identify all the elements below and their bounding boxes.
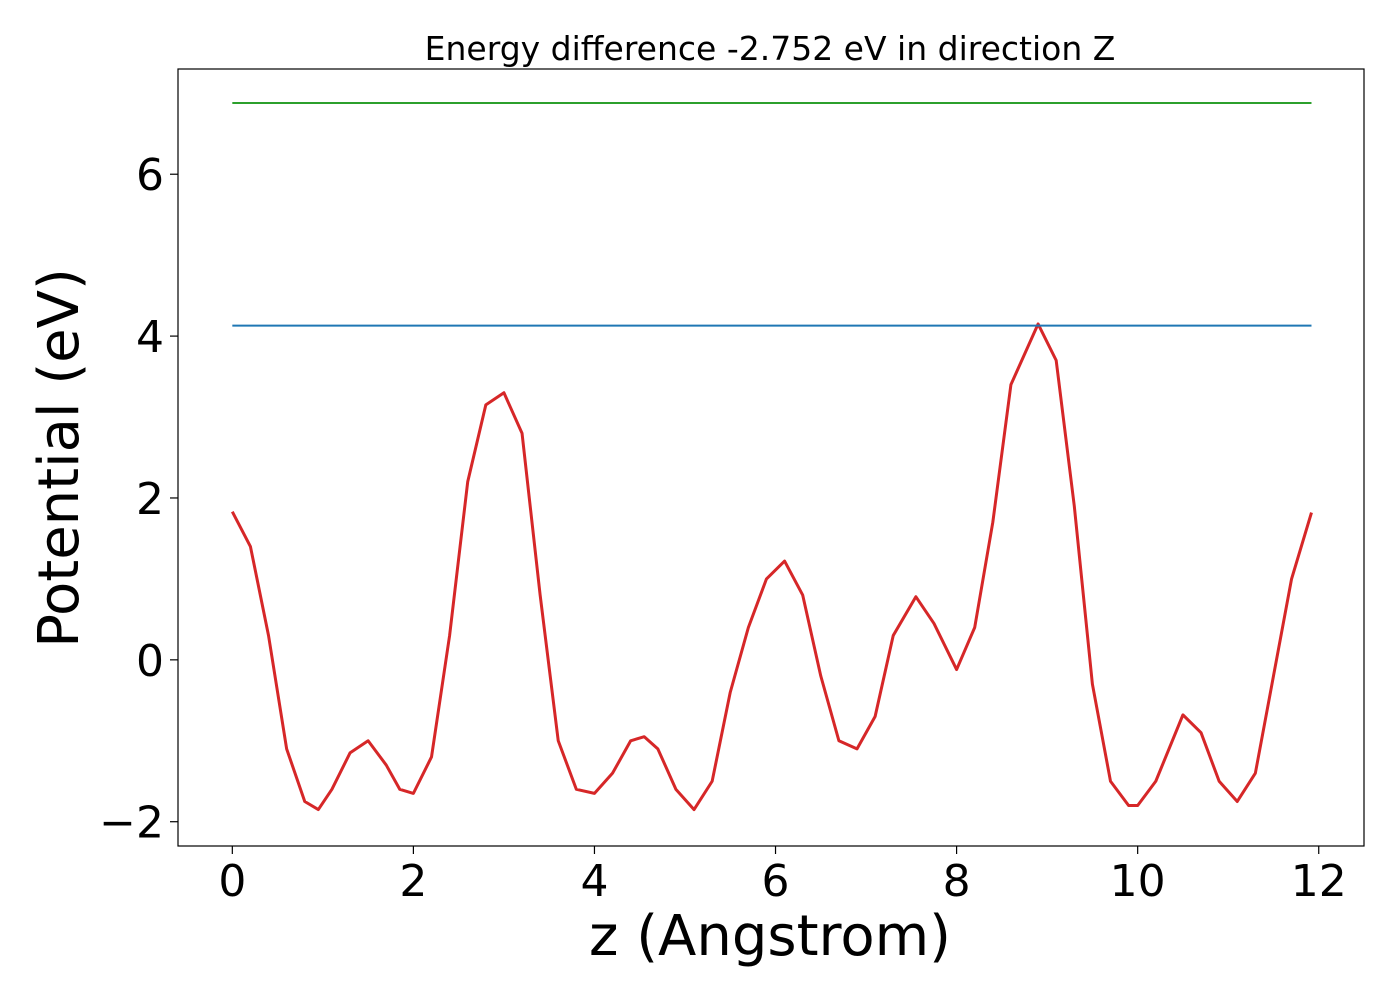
y-axis-ticks: −2 0 2 4 6 <box>99 150 178 849</box>
y-tick-label: 0 <box>136 636 164 687</box>
x-tick-label: 12 <box>1291 856 1347 907</box>
chart-title: Energy difference -2.752 eV in direction… <box>425 29 1116 68</box>
x-tick-label: 2 <box>399 856 427 907</box>
x-tick-label: 4 <box>580 856 608 907</box>
x-axis-label: z (Angstrom) <box>589 904 951 969</box>
x-tick-label: 0 <box>218 856 246 907</box>
y-axis-label: Potential (eV) <box>27 268 92 648</box>
x-tick-label: 10 <box>1110 856 1166 907</box>
series-layer <box>230 101 1313 812</box>
y-tick-label: 2 <box>136 474 164 525</box>
y-tick-label: 4 <box>136 312 164 363</box>
series-line-0 <box>230 322 1313 812</box>
x-tick-label: 6 <box>762 856 790 907</box>
x-tick-label: 8 <box>943 856 971 907</box>
y-tick-label: 6 <box>136 150 164 201</box>
x-axis-ticks: 0 2 4 6 8 10 12 <box>218 846 1347 907</box>
y-tick-label: −2 <box>99 798 164 849</box>
plot-frame <box>177 68 1365 847</box>
